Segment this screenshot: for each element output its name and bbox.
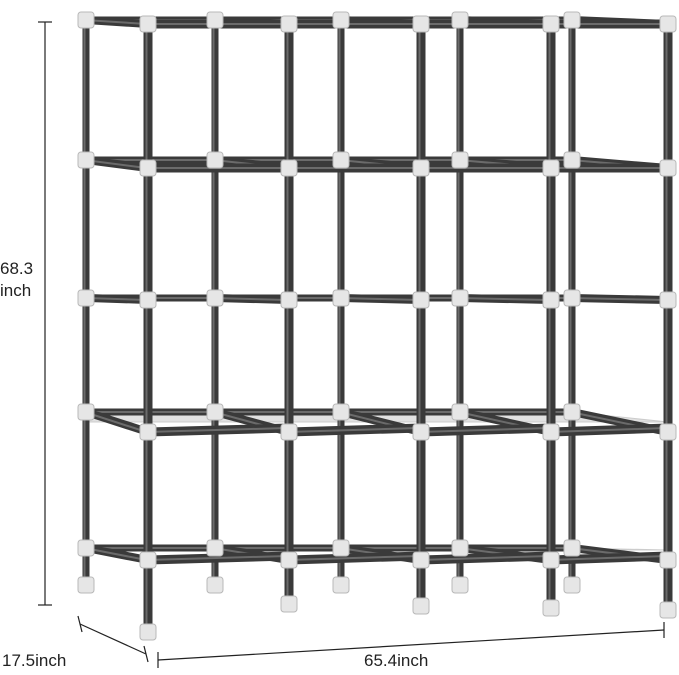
back-joint-t3-c3 (451, 403, 469, 421)
connector-joints (77, 11, 677, 641)
height-value: 68.3 (0, 259, 34, 278)
depth-tick-left (77, 615, 83, 633)
height-dimension-label: 68.3 inch (0, 258, 33, 302)
front-joint-t0-c3 (542, 15, 560, 33)
back-joint-t1-c4 (563, 151, 581, 169)
front-joint-t4-c2 (412, 551, 430, 569)
depth-rail-t2-c4-shine (569, 297, 668, 301)
front-foot-1 (139, 623, 157, 641)
front-joint-t3-c1 (280, 423, 298, 441)
side-rail-t2-c0-shine (85, 297, 148, 301)
front-joint-t0-c4 (659, 15, 677, 33)
back-joint-t2-c0 (77, 289, 95, 307)
back-joint-t0-c4 (563, 11, 581, 29)
front-joint-t2-c3 (542, 291, 560, 309)
back-joint-t4-c4 (563, 539, 581, 557)
front-foot-2 (280, 595, 298, 613)
front-joint-t1-c4 (659, 159, 677, 177)
shelf-front-rail-t3-3-shine (548, 427, 668, 433)
back-joint-t4-c2 (332, 539, 350, 557)
back-joint-t0-c0 (77, 11, 95, 29)
front-joint-t2-c0 (139, 291, 157, 309)
front-joint-t2-c2 (412, 291, 430, 309)
back-joint-t2-c2 (332, 289, 350, 307)
back-joint-t2-c3 (451, 289, 469, 307)
front-frame (82, 16, 673, 637)
back-joint-t3-c0 (77, 403, 95, 421)
back-joint-t3-c1 (206, 403, 224, 421)
depth-rail-t3-c0-shine (83, 411, 148, 433)
front-foot-4 (542, 599, 560, 617)
back-joint-t1-c1 (206, 151, 224, 169)
shelf-front-rail-t4-1-shine (286, 555, 421, 561)
depth-rail-t1-c0-shine (83, 159, 148, 169)
front-joint-t2-c4 (659, 291, 677, 309)
back-joint-t3-c4 (563, 403, 581, 421)
front-joint-t1-c1 (280, 159, 298, 177)
front-joint-t0-c0 (139, 15, 157, 33)
shelf-front-rail-t4-0-shine (145, 555, 289, 561)
front-joint-t4-c4 (659, 551, 677, 569)
front-joint-t2-c1 (280, 291, 298, 309)
back-foot-4 (451, 576, 469, 594)
back-foot-1 (77, 576, 95, 594)
shelf-front-rail-t3-0-shine (145, 427, 289, 433)
back-joint-t0-c1 (206, 11, 224, 29)
width-line (157, 629, 665, 661)
shelf-front-rail-t4-3-shine (548, 555, 668, 561)
back-foot-5 (563, 576, 581, 594)
depth-tick-right (143, 645, 149, 663)
front-joint-t3-c3 (542, 423, 560, 441)
width-dimension-label: 65.4inch (364, 651, 429, 670)
height-unit: inch (0, 281, 32, 301)
front-foot-5 (659, 601, 677, 619)
front-foot-3 (412, 597, 430, 615)
front-joint-t0-c1 (280, 15, 298, 33)
front-joint-t1-c3 (542, 159, 560, 177)
front-joint-t0-c2 (412, 15, 430, 33)
back-foot-3 (332, 576, 350, 594)
front-joint-t3-c0 (139, 423, 157, 441)
back-joint-t0-c2 (332, 11, 350, 29)
back-joint-t4-c0 (77, 539, 95, 557)
depth-rail-t2-c2-shine (338, 297, 421, 301)
shelf-front-rail-t4-2-shine (418, 555, 551, 561)
back-joint-t0-c3 (451, 11, 469, 29)
depth-rail-t0-c0-shine (83, 19, 148, 25)
front-joint-t4-c0 (139, 551, 157, 569)
front-joint-t3-c2 (412, 423, 430, 441)
depth-rail-t4-c0-shine (83, 547, 148, 561)
back-joint-t1-c0 (77, 151, 95, 169)
back-joint-t4-c3 (451, 539, 469, 557)
shelf-front-rail-t3-1-shine (286, 427, 421, 433)
back-joint-t2-c4 (563, 289, 581, 307)
back-joint-t1-c3 (451, 151, 469, 169)
back-joint-t1-c2 (332, 151, 350, 169)
depth-line (79, 623, 147, 655)
back-joint-t4-c1 (206, 539, 224, 557)
depth-dimension-label: 17.5inch (2, 651, 67, 670)
depth-rail-t2-c3-shine (457, 297, 551, 301)
back-joint-t3-c2 (332, 403, 350, 421)
front-joint-t1-c2 (412, 159, 430, 177)
front-joint-t1-c0 (139, 159, 157, 177)
back-joint-t2-c1 (206, 289, 224, 307)
front-joint-t4-c1 (280, 551, 298, 569)
back-foot-2 (206, 576, 224, 594)
dimension-lines (38, 21, 665, 668)
front-joint-t3-c4 (659, 423, 677, 441)
front-joint-t4-c3 (542, 551, 560, 569)
depth-rail-t2-c1-shine (212, 297, 289, 301)
shelf-front-rail-t3-2-shine (418, 427, 551, 433)
